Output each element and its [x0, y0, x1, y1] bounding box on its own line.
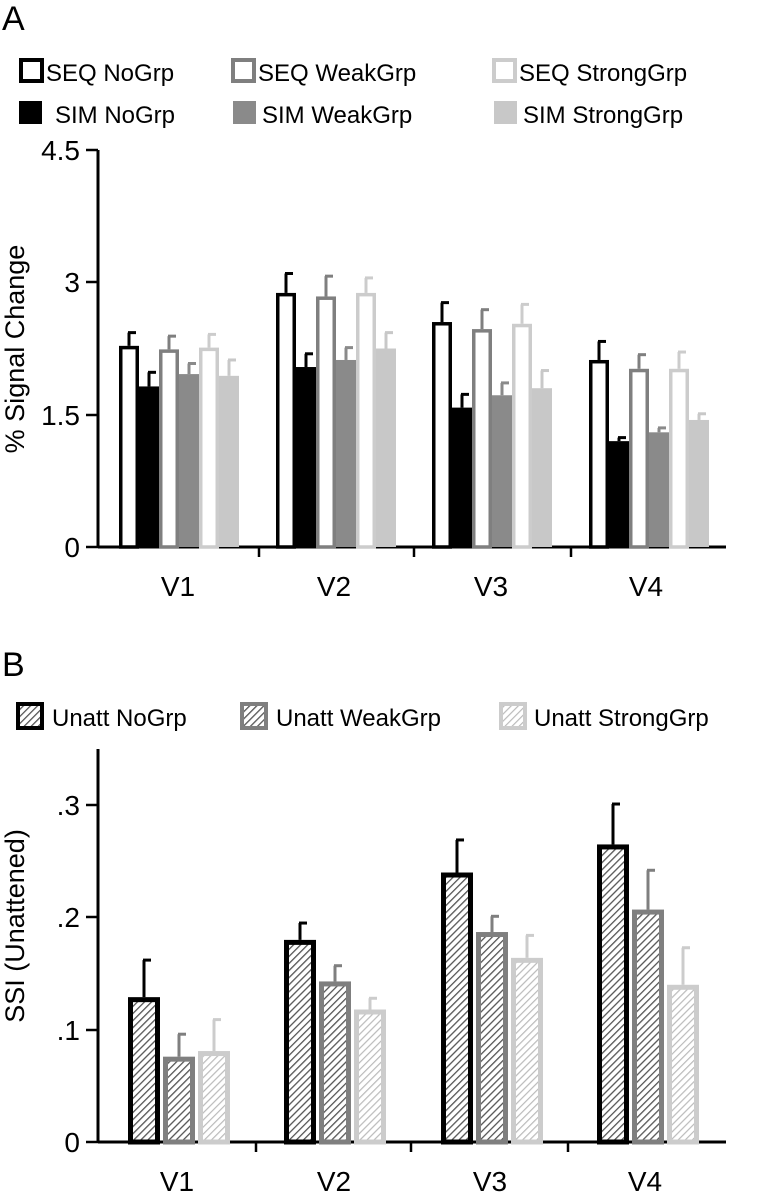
- panel-b-ytick-label-3: .3: [57, 790, 80, 821]
- bar-seq-weakgrp-v1: [159, 349, 179, 549]
- legend-label-seq-stronggrp: SEQ StrongGrp: [519, 60, 687, 87]
- legend-swatch-seq-stronggrp: [492, 58, 517, 83]
- panel-a-legend: SEQ NoGrp SEQ WeakGrp SEQ StrongGrp SIM …: [19, 58, 687, 129]
- bar-unatt-nogrp-v4: [597, 844, 629, 1145]
- panel-b-category-v2: V2: [317, 1166, 351, 1197]
- bar-seq-stronggrp-v4: [669, 368, 689, 549]
- panel-b-category-v4: V4: [628, 1166, 662, 1197]
- panel-b-ytick-label-2: .2: [57, 902, 80, 933]
- panel-a-ytick-label-4-5: 4.5: [41, 135, 80, 166]
- panel-b-bars: [128, 802, 699, 1145]
- bar-sim-stronggrp-v1: [219, 375, 239, 547]
- bar-sim-weakgrp-v4: [649, 432, 669, 547]
- legend-swatch-unatt-nogrp: [16, 702, 44, 730]
- bar-unatt-weakgrp-v3: [476, 932, 508, 1145]
- bar-unatt-weakgrp-v1: [163, 1056, 195, 1145]
- bar-unatt-stronggrp-v3: [511, 957, 543, 1145]
- panel-a: A SEQ NoGrp SEQ WeakGrp SEQ StrongGrp SI…: [0, 0, 726, 602]
- bar-unatt-weakgrp-v2: [319, 981, 351, 1145]
- bar-seq-stronggrp-v1: [199, 347, 219, 549]
- bar-unatt-nogrp-v3: [441, 872, 473, 1145]
- panel-a-ytick-label-3: 3: [64, 267, 80, 298]
- panel-a-category-v4: V4: [629, 571, 663, 602]
- bar-sim-stronggrp-v2: [376, 348, 396, 547]
- panel-b-axes: 0 .1 .2 .3 V1 V2 V3 V4: [57, 749, 726, 1197]
- bar-seq-weakgrp-v2: [316, 296, 336, 549]
- legend-swatch-unatt-stronggrp: [499, 702, 527, 730]
- bar-unatt-stronggrp-v1: [198, 1051, 230, 1145]
- panel-b: B Unatt NoGrp Unatt WeakGrp Unatt Strong…: [0, 646, 726, 1197]
- legend-swatch-unatt-weakgrp: [240, 702, 268, 730]
- bar-sim-weakgrp-v3: [492, 395, 512, 547]
- legend-label-sim-nogrp: SIM NoGrp: [55, 102, 175, 129]
- legend-swatch-sim-weakgrp: [233, 101, 256, 124]
- panel-b-category-v3: V3: [473, 1166, 507, 1197]
- legend-label-unatt-weakgrp: Unatt WeakGrp: [276, 705, 441, 732]
- bar-sim-weakgrp-v1: [179, 374, 199, 547]
- bar-seq-stronggrp-v2: [356, 292, 376, 549]
- panel-b-letter: B: [2, 646, 25, 684]
- panel-a-y-axis-label: % Signal Change: [0, 245, 30, 454]
- bar-sim-stronggrp-v4: [689, 419, 709, 547]
- bar-sim-nogrp-v1: [139, 386, 159, 547]
- legend-label-sim-stronggrp: SIM StrongGrp: [523, 102, 683, 129]
- legend-swatch-sim-stronggrp: [494, 101, 517, 124]
- bar-seq-nogrp-v4: [589, 359, 609, 549]
- bar-seq-nogrp-v3: [432, 322, 452, 549]
- panel-a-ytick-label-1-5: 1.5: [41, 400, 80, 431]
- legend-swatch-sim-nogrp: [19, 101, 42, 124]
- panel-a-category-v2: V2: [317, 571, 351, 602]
- legend-label-unatt-nogrp: Unatt NoGrp: [52, 705, 187, 732]
- bar-unatt-stronggrp-v4: [667, 984, 699, 1145]
- panel-a-category-v3: V3: [474, 571, 508, 602]
- legend-swatch-seq-nogrp: [19, 58, 44, 83]
- bar-unatt-nogrp-v1: [128, 997, 160, 1145]
- panel-b-legend: Unatt NoGrp Unatt WeakGrp Unatt StrongGr…: [16, 702, 709, 732]
- bar-seq-stronggrp-v3: [512, 323, 532, 549]
- bar-unatt-stronggrp-v2: [354, 1009, 386, 1145]
- bar-sim-stronggrp-v3: [532, 388, 552, 547]
- panel-b-ytick-label-0: 0: [64, 1127, 80, 1158]
- bar-unatt-nogrp-v2: [284, 939, 316, 1145]
- legend-label-unatt-stronggrp: Unatt StrongGrp: [534, 705, 709, 732]
- bar-unatt-weakgrp-v4: [632, 909, 664, 1145]
- bar-seq-weakgrp-v4: [629, 368, 649, 549]
- bar-seq-nogrp-v1: [119, 345, 139, 549]
- bar-seq-weakgrp-v3: [472, 329, 492, 549]
- bar-seq-nogrp-v2: [276, 292, 296, 549]
- legend-label-seq-weakgrp: SEQ WeakGrp: [258, 60, 416, 87]
- panel-b-y-axis-label: SSI (Unattened): [0, 829, 30, 1023]
- legend-label-sim-weakgrp: SIM WeakGrp: [262, 102, 412, 129]
- panel-b-category-v1: V1: [160, 1166, 194, 1197]
- bar-sim-nogrp-v2: [296, 367, 316, 547]
- panel-a-category-v1: V1: [161, 571, 195, 602]
- panel-b-ytick-label-1: .1: [57, 1015, 80, 1046]
- bar-sim-weakgrp-v2: [336, 359, 356, 547]
- panel-a-ytick-label-0: 0: [64, 532, 80, 563]
- legend-label-seq-nogrp: SEQ NoGrp: [46, 60, 174, 87]
- bar-sim-nogrp-v4: [609, 441, 629, 547]
- panel-a-letter: A: [2, 0, 25, 38]
- bar-sim-nogrp-v3: [452, 407, 472, 547]
- panel-a-bars: [119, 272, 709, 549]
- legend-swatch-seq-weakgrp: [231, 58, 256, 83]
